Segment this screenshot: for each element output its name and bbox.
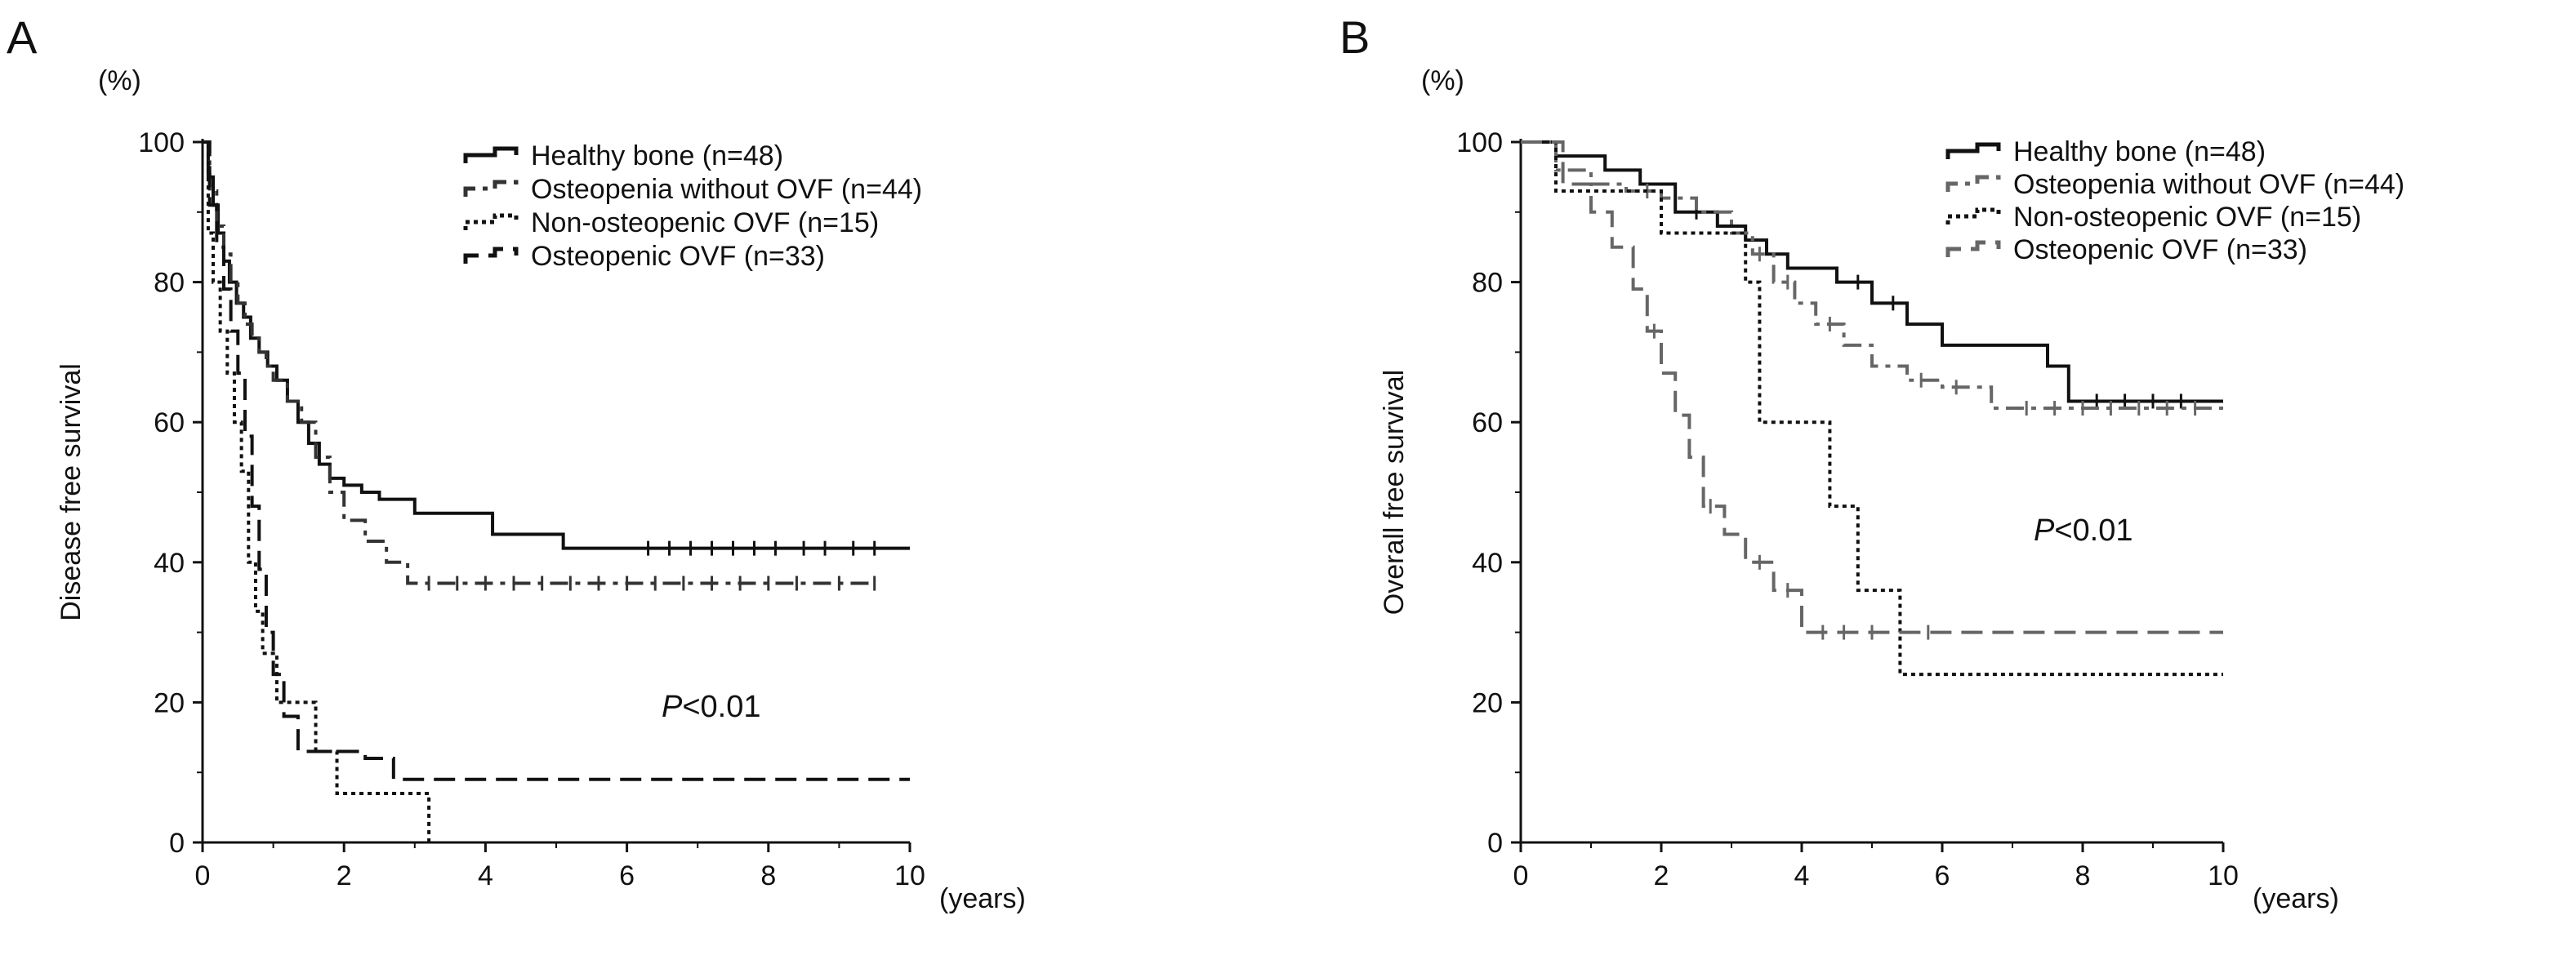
x-tick-label: 8	[2075, 860, 2091, 891]
legend: Healthy bone (n=48)Osteopenia without OV…	[1945, 136, 2404, 265]
x-tick-label: 6	[619, 860, 635, 891]
survival-curve	[203, 140, 431, 842]
y-tick-label: 60	[154, 407, 185, 438]
y-tick-label: 80	[1472, 268, 1503, 299]
survival-curve	[1521, 140, 2223, 403]
survival-curve	[1521, 140, 2223, 677]
y-tick-label: 20	[154, 687, 185, 718]
chart-panel-a: A (%) 0 20 40 60 80 100 0 2 4 6 8 10 (years) Disease fr…	[7, 11, 1026, 914]
survival-curve	[1521, 140, 2223, 411]
x-tick-label: 8	[760, 860, 776, 891]
legend-swatch	[1945, 142, 2001, 159]
y-tick-label: 40	[154, 548, 185, 579]
x-tick-label: 0	[1513, 860, 1529, 891]
legend-entry: Non-osteopenic OVF (n=15)	[531, 207, 879, 238]
legend-entry: Osteopenia without OVF (n=44)	[531, 174, 922, 205]
legend-entry: Healthy bone (n=48)	[531, 140, 783, 171]
x-unit-label: (years)	[2253, 883, 2339, 914]
x-tick-label: 4	[1794, 860, 1810, 891]
legend-entry: Healthy bone (n=48)	[2013, 136, 2266, 167]
legend-swatch	[463, 180, 519, 197]
chart-panel-b: B (%) 0 20 40 60 80 100 0 2 4 6 8 10 (years) Overall fr…	[1339, 11, 2404, 914]
y-tick-label: 0	[169, 828, 185, 859]
y-tick-label: 80	[154, 268, 185, 299]
x-tick-label: 4	[478, 860, 493, 891]
y-unit-label: (%)	[1421, 65, 1464, 96]
y-tick-label: 40	[1472, 548, 1503, 579]
y-tick-label: 100	[1456, 127, 1503, 158]
x-tick-label: 6	[1935, 860, 1950, 891]
p-value-symbol: P	[662, 690, 683, 724]
x-tick-label: 2	[336, 860, 352, 891]
x-tick-label: 10	[2208, 860, 2239, 891]
survival-curve	[203, 140, 910, 781]
y-tick-label: 0	[1487, 828, 1503, 859]
x-tick-label: 0	[195, 860, 211, 891]
x-tick-label: 10	[894, 860, 925, 891]
p-value-text: <0.01	[682, 690, 760, 724]
series-2	[203, 140, 876, 591]
legend-entry: Non-osteopenic OVF (n=15)	[2013, 202, 2361, 233]
y-tick-label: 20	[1472, 687, 1503, 718]
y-axis-label: Disease free survival	[56, 363, 87, 621]
x-unit-label: (years)	[939, 883, 1026, 914]
series-3	[203, 140, 431, 842]
legend: Healthy bone (n=48)Osteopenia without OV…	[463, 140, 922, 272]
x-tick-label: 2	[1654, 860, 1669, 891]
legend-swatch	[1945, 240, 2001, 257]
panel-label: B	[1339, 11, 1370, 63]
p-value-symbol: P	[2034, 513, 2055, 548]
legend-swatch	[1945, 207, 2001, 224]
legend-entry: Osteopenic OVF (n=33)	[2013, 234, 2307, 265]
series-2	[1521, 140, 2223, 416]
y-axis-label: Overall free survival	[1379, 370, 1410, 615]
legend-swatch	[463, 213, 519, 230]
series-3	[1521, 140, 2223, 677]
y-tick-label: 60	[1472, 407, 1503, 438]
legend-entry: Osteopenic OVF (n=33)	[531, 241, 825, 272]
p-value-text: <0.01	[2054, 513, 2133, 548]
legend-swatch	[463, 146, 519, 163]
y-tick-label: 100	[138, 127, 185, 158]
legend-swatch	[463, 247, 519, 264]
series-4	[203, 140, 910, 781]
legend-swatch	[1945, 175, 2001, 192]
series-4	[1521, 140, 2223, 640]
series-1	[1521, 140, 2223, 409]
p-value-annotation: P<0.01	[2034, 513, 2133, 548]
p-value-annotation: P<0.01	[662, 690, 761, 724]
survival-curve	[203, 140, 875, 585]
legend-entry: Osteopenia without OVF (n=44)	[2013, 169, 2404, 200]
panel-label: A	[7, 11, 38, 63]
y-unit-label: (%)	[98, 65, 141, 96]
